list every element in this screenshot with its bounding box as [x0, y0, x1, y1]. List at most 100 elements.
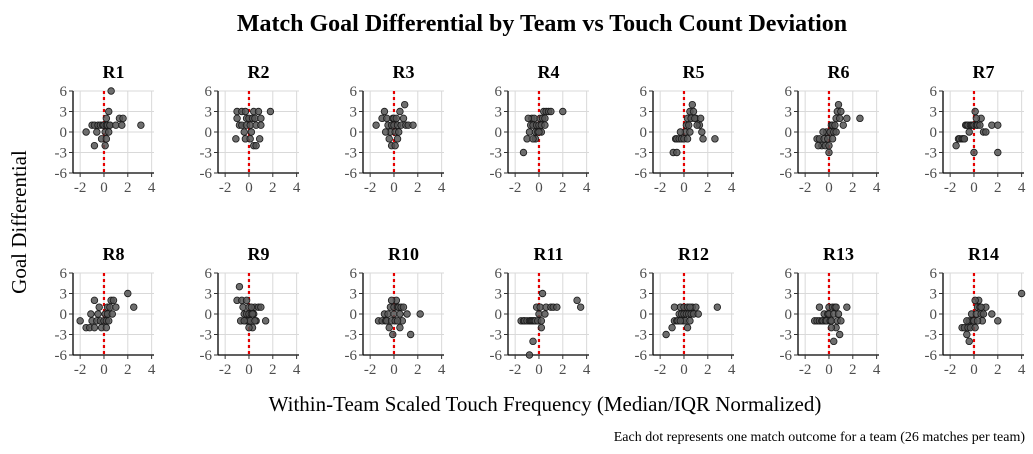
- y-tick-label: 0: [350, 125, 358, 141]
- data-point: [856, 114, 864, 123]
- data-point: [385, 323, 393, 332]
- x-tick-label: 4: [148, 362, 156, 378]
- data-point: [255, 135, 264, 143]
- data-point: [232, 135, 240, 143]
- data-point: [399, 114, 408, 123]
- y-tick-label: -6: [55, 348, 68, 364]
- x-tick-label: 2: [849, 362, 857, 378]
- data-point: [235, 282, 244, 291]
- y-tick-label: 0: [930, 125, 938, 141]
- y-tick-label: -3: [200, 328, 213, 344]
- x-tick-label: 2: [414, 362, 422, 378]
- x-tick-label: -2: [799, 362, 812, 378]
- y-tick-label: 6: [495, 266, 503, 282]
- panel-title: R3: [393, 62, 415, 82]
- x-tick-label: 4: [1018, 362, 1026, 378]
- data-point: [124, 289, 132, 298]
- chart-caption: Each dot represents one match outcome fo…: [614, 430, 1026, 445]
- data-point: [685, 121, 693, 129]
- data-point: [240, 317, 248, 325]
- y-tick-label: -3: [780, 328, 793, 344]
- data-point: [391, 141, 399, 150]
- x-tick-label: 0: [535, 180, 543, 196]
- y-tick-label: -6: [635, 166, 648, 182]
- y-tick-label: 0: [495, 307, 503, 323]
- data-point: [389, 330, 397, 339]
- y-tick-label: 3: [785, 105, 793, 121]
- data-point: [828, 135, 837, 143]
- data-point: [102, 135, 111, 143]
- y-tick-label: 3: [205, 105, 213, 121]
- y-tick-label: -6: [200, 348, 213, 364]
- x-tick-label: 4: [293, 180, 301, 196]
- data-point: [537, 323, 546, 332]
- data-point: [965, 128, 973, 136]
- data-point: [251, 317, 259, 325]
- data-point: [573, 296, 581, 305]
- y-tick-label: -6: [780, 348, 793, 364]
- x-tick-label: -2: [219, 362, 232, 378]
- data-point: [241, 107, 250, 116]
- data-point: [416, 310, 424, 318]
- data-point: [963, 317, 971, 325]
- y-tick-label: 6: [930, 84, 938, 100]
- y-tick-label: 6: [785, 84, 793, 100]
- data-point: [843, 303, 851, 311]
- data-point: [252, 141, 260, 150]
- data-point: [683, 323, 692, 332]
- data-point: [834, 100, 843, 109]
- x-tick-label: -2: [364, 362, 377, 378]
- data-point: [387, 296, 396, 305]
- x-tick-label: -2: [944, 180, 957, 196]
- data-point: [393, 317, 402, 325]
- x-tick-label: 2: [269, 362, 277, 378]
- data-point: [819, 128, 827, 136]
- data-point: [960, 135, 969, 143]
- x-tick-label: -2: [509, 362, 522, 378]
- data-point: [965, 337, 973, 346]
- data-point: [670, 303, 679, 311]
- data-point: [233, 114, 241, 123]
- data-point: [1017, 289, 1026, 298]
- data-point: [400, 100, 409, 109]
- y-tick-label: 6: [60, 266, 68, 282]
- x-tick-label: 4: [1018, 180, 1026, 196]
- data-point: [699, 135, 707, 143]
- data-point: [825, 141, 833, 150]
- data-point: [403, 310, 411, 318]
- x-tick-label: 2: [849, 180, 857, 196]
- data-point: [837, 317, 845, 325]
- y-tick-label: 3: [640, 287, 648, 303]
- y-tick-label: 3: [60, 105, 68, 121]
- data-point: [248, 310, 257, 318]
- y-tick-label: -6: [200, 166, 213, 182]
- data-point: [825, 148, 833, 157]
- data-point: [535, 128, 543, 136]
- data-point: [973, 317, 982, 325]
- data-point: [576, 303, 585, 311]
- data-point: [832, 303, 840, 311]
- x-tick-label: 0: [825, 362, 833, 378]
- data-point: [541, 114, 549, 123]
- data-point: [683, 135, 692, 143]
- x-tick-label: 0: [970, 180, 978, 196]
- data-point: [247, 303, 256, 311]
- y-tick-label: 6: [640, 84, 648, 100]
- data-point: [409, 121, 417, 129]
- x-tick-label: -2: [74, 362, 87, 378]
- y-tick-label: -3: [925, 328, 938, 344]
- x-tick-label: -2: [364, 180, 377, 196]
- data-point: [971, 107, 979, 116]
- data-point: [835, 330, 844, 339]
- data-point: [105, 128, 113, 136]
- y-tick-label: -3: [55, 146, 68, 162]
- data-point: [105, 107, 113, 116]
- y-axis-title: Goal Differential: [7, 150, 31, 294]
- data-point: [668, 323, 676, 332]
- y-tick-label: 6: [495, 84, 503, 100]
- y-tick-label: -3: [345, 328, 358, 344]
- data-point: [676, 128, 685, 136]
